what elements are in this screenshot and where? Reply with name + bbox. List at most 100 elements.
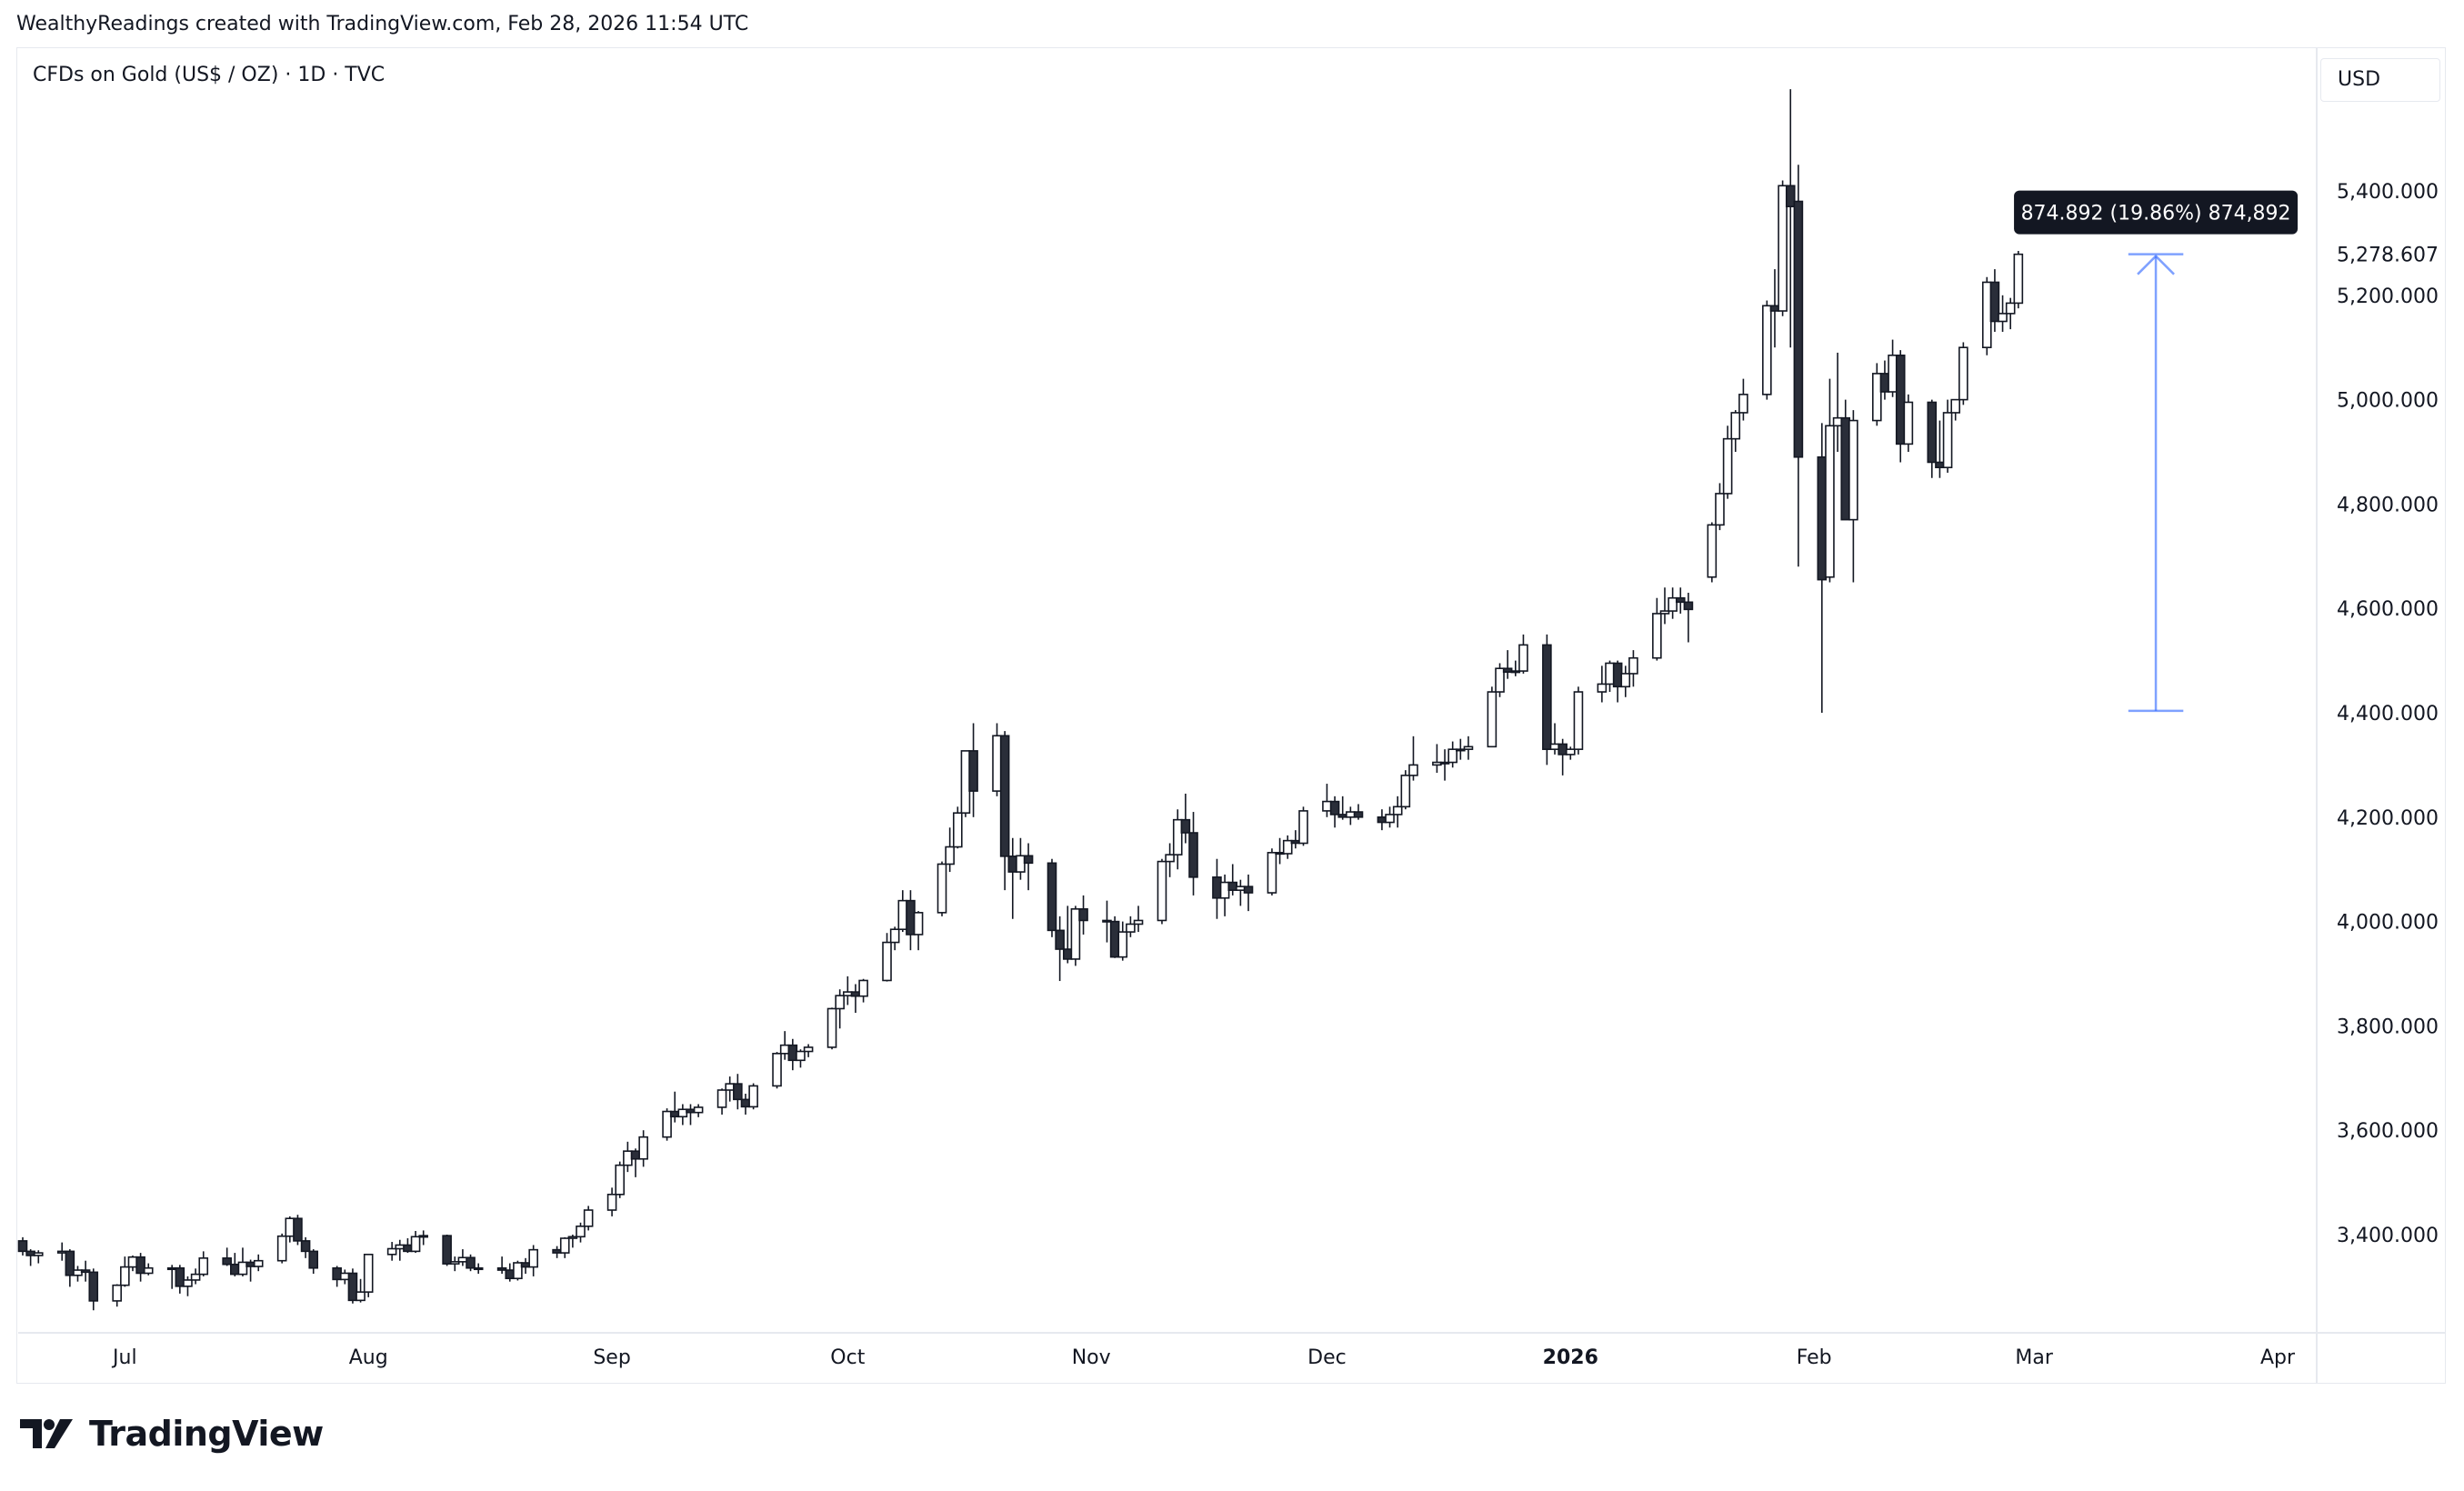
measure-tool[interactable]: 874.892 (19.86%) 874,892 xyxy=(2014,190,2299,713)
candle xyxy=(403,1238,413,1254)
candle xyxy=(143,1263,154,1276)
candle-body-up xyxy=(779,1044,790,1055)
candle xyxy=(843,976,853,1006)
candle xyxy=(339,1269,350,1285)
candle-body-up xyxy=(1778,185,1788,312)
candle xyxy=(576,1222,586,1243)
candle xyxy=(245,1259,255,1282)
candle-body-up xyxy=(559,1237,570,1254)
candle-body-down xyxy=(1817,455,1828,581)
candle xyxy=(1730,410,1741,452)
candle-body-up xyxy=(1267,852,1277,894)
candle xyxy=(1047,858,1057,937)
candle-body-down xyxy=(669,1110,680,1118)
symbol-title[interactable]: CFDs on Gold (US$ / OZ) · 1D · TVC xyxy=(33,64,386,86)
candle xyxy=(1879,360,1890,400)
candle xyxy=(1848,410,1858,583)
price-tick-label: 3,800.000 xyxy=(2337,1016,2439,1038)
candle xyxy=(1605,660,1615,693)
candle xyxy=(1981,276,1992,355)
candle-body-up xyxy=(1510,670,1521,674)
candle xyxy=(363,1254,374,1297)
candle-body-down xyxy=(787,1044,798,1062)
candle-body-up xyxy=(1652,613,1662,659)
candle xyxy=(740,1094,751,1115)
candle-body-up xyxy=(112,1284,122,1302)
candle-body-down xyxy=(630,1150,641,1160)
candle-body-down xyxy=(1683,601,1694,611)
tradingview-logo-icon xyxy=(20,1419,73,1448)
candle xyxy=(308,1249,319,1275)
candle-body-up xyxy=(1495,667,1505,693)
price-tick-label: 5,000.000 xyxy=(2337,390,2439,413)
candle-body-up xyxy=(1282,839,1293,855)
candle xyxy=(1652,597,1662,661)
candle-body-up xyxy=(1117,931,1128,958)
candle xyxy=(1510,660,1521,676)
candle-body-up xyxy=(143,1266,154,1275)
candle xyxy=(897,890,908,933)
candle xyxy=(1998,295,2008,332)
candle xyxy=(1683,592,1694,643)
candle-body-up xyxy=(33,1252,44,1256)
price-tick-label: 4,400.000 xyxy=(2337,703,2439,725)
price-tick-label: 4,200.000 xyxy=(2337,807,2439,830)
candle xyxy=(1165,843,1175,877)
candle-body-up xyxy=(606,1194,617,1211)
candle xyxy=(1785,89,1796,348)
candle-body-down xyxy=(1558,743,1568,756)
candle xyxy=(1825,378,1835,583)
candle xyxy=(1722,425,1733,499)
candle-body-up xyxy=(1659,610,1670,615)
candle-body-up xyxy=(889,928,900,944)
candle xyxy=(1243,874,1254,912)
candle xyxy=(1573,686,1584,755)
candle-body-up xyxy=(1447,748,1457,764)
candle-body-down xyxy=(1353,811,1364,818)
candle-body-down xyxy=(1047,862,1057,932)
candle xyxy=(1078,895,1088,935)
candle-body-down xyxy=(403,1244,413,1253)
candle-body-down xyxy=(505,1269,516,1280)
candle xyxy=(175,1265,185,1294)
candle-body-down xyxy=(1227,881,1238,891)
candle-body-down xyxy=(1502,667,1513,674)
candle xyxy=(253,1254,264,1272)
time-tick-label: Apr xyxy=(2260,1346,2296,1369)
candle xyxy=(88,1268,99,1311)
candle-body-up xyxy=(1400,775,1411,808)
candle xyxy=(552,1246,562,1258)
candle-body-down xyxy=(1927,401,1938,464)
candle-body-down xyxy=(17,1240,28,1253)
candle-body-down xyxy=(968,750,978,792)
candle-body-up xyxy=(843,991,853,996)
candle-body-down xyxy=(222,1257,232,1266)
candle xyxy=(725,1076,736,1102)
candle xyxy=(1832,352,1843,452)
candle-body-up xyxy=(960,750,971,815)
candle-body-down xyxy=(1785,185,1796,208)
candle xyxy=(2013,251,2024,309)
candle xyxy=(677,1104,688,1126)
candle-body-down xyxy=(999,735,1010,857)
candle-body-down xyxy=(1243,886,1254,894)
time-tick-label: Nov xyxy=(1072,1346,1111,1369)
candle-body-up xyxy=(1628,656,1638,675)
candle-body-up xyxy=(1385,814,1395,824)
candle-body-up xyxy=(285,1217,295,1237)
candle-body-down xyxy=(906,899,916,936)
measure-arrowhead xyxy=(2137,254,2175,275)
price-axis[interactable]: 5,400.000 5,200.000 5,000.000 4,800.000 4,60… xyxy=(2337,181,2439,1247)
candle xyxy=(1219,874,1230,916)
time-axis[interactable]: Jul Aug Sep Oct Nov Dec 2026 Feb Mar Apr xyxy=(111,1346,2296,1369)
currency-button[interactable]: USD xyxy=(2320,58,2440,102)
time-tick-label: Oct xyxy=(830,1346,865,1369)
candle-body-up xyxy=(2005,302,2016,315)
candle xyxy=(1903,394,1914,452)
tradingview-logo[interactable]: TradingView xyxy=(20,1413,324,1455)
price-tick-label: 4,600.000 xyxy=(2337,598,2439,621)
candle-body-up xyxy=(2013,253,2024,305)
candle xyxy=(835,989,845,1029)
candle-body-up xyxy=(913,912,924,936)
